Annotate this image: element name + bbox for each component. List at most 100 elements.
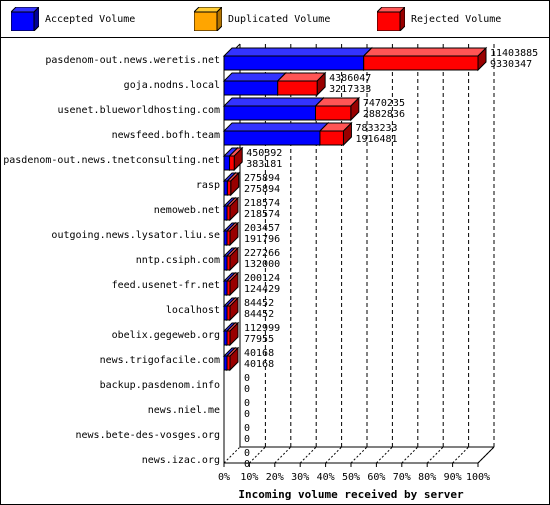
bar-accepted-top (222, 122, 330, 132)
floor-grid-line (299, 446, 317, 464)
category-label: backup.pasdenom.info (100, 380, 220, 391)
value-label-accepted: 7833233 (355, 123, 397, 134)
bar-accepted-front (223, 155, 231, 171)
category-label: obelix.gegeweb.org (112, 330, 220, 341)
floor-grid-line (426, 446, 444, 464)
x-tick-label: 20% (266, 472, 284, 483)
value-label-accepted: 7470235 (363, 98, 405, 109)
bar-accepted-front (223, 80, 279, 96)
x-axis-title: Incoming volume received by server (238, 488, 464, 501)
x-tick-label: 10% (240, 472, 258, 483)
value-label-rejected: 0 (244, 459, 250, 470)
floor-grid-line (325, 446, 342, 464)
value-label-rejected: 0 (244, 384, 250, 395)
bar-rejected-front (226, 330, 231, 346)
bar-accepted-front (223, 105, 317, 121)
category-label: news.bete-des-vosges.org (76, 430, 221, 441)
floor-grid-line (249, 446, 266, 464)
bar-accepted-top (222, 97, 325, 107)
value-label-accepted: 450392 (246, 148, 282, 159)
bar-accepted-front (223, 130, 321, 146)
category-label: localhost (166, 305, 220, 316)
value-label-rejected: 0 (244, 434, 250, 445)
legend-swatch-rejected (377, 7, 405, 31)
value-label-rejected: 77955 (244, 334, 274, 345)
legend-label-duplicated: Duplicated Volume (228, 14, 331, 25)
value-label-accepted: 200124 (244, 273, 280, 284)
legend: Accepted Volume Duplicated Volume Reject… (1, 1, 549, 38)
value-label-rejected: 40168 (244, 359, 274, 370)
category-label: goja.nodns.local (124, 80, 220, 91)
x-tick-label: 70% (393, 472, 411, 483)
value-label-accepted: 112999 (244, 323, 280, 334)
category-label: pasdenom-out.news.weretis.net (45, 55, 220, 66)
category-label: rasp (196, 180, 220, 191)
value-label-rejected: 132000 (244, 259, 280, 270)
category-label: pasdenom-out.news.tnetconsulting.net (3, 155, 220, 166)
category-label: news.niel.me (148, 405, 220, 416)
bar-rejected-front (226, 305, 231, 321)
floor-grid-line (350, 446, 368, 464)
value-label-accepted: 0 (244, 373, 250, 384)
bar-rejected-front (226, 355, 231, 371)
bar-accepted-top (222, 72, 287, 82)
x-tick-label: 80% (418, 472, 436, 483)
value-label-accepted: 0 (244, 448, 250, 459)
bar-accepted-top (222, 47, 373, 57)
value-label-accepted: 203457 (244, 223, 280, 234)
x-tick-label: 0% (218, 472, 230, 483)
category-label: nntp.csiph.com (136, 255, 220, 266)
value-label-rejected: 383181 (246, 159, 282, 170)
x-tick-label: 90% (444, 472, 462, 483)
category-label: news.trigofacile.com (100, 355, 220, 366)
value-label-accepted: 275894 (244, 173, 280, 184)
bar-rejected-front (226, 180, 232, 196)
x-tick-label: 60% (367, 472, 385, 483)
floor-grid-line (401, 446, 419, 464)
bar-rejected-front (226, 205, 231, 221)
value-label-rejected: 191796 (244, 234, 280, 245)
category-label: news.izac.org (142, 455, 220, 466)
value-label-accepted: 40168 (244, 348, 274, 359)
floor-grid-line (223, 446, 241, 464)
value-label-rejected: 2882836 (363, 109, 405, 120)
value-label-accepted: 0 (244, 423, 250, 434)
value-label-accepted: 4386047 (329, 73, 371, 84)
bar-rejected-front (277, 80, 318, 96)
x-tick-label: 30% (291, 472, 309, 483)
bar-rejected-front (315, 105, 352, 121)
category-label: nemoweb.net (154, 205, 220, 216)
category-label: usenet.blueworldhosting.com (57, 105, 220, 116)
floor-right-edge (477, 446, 495, 464)
legend-swatch-duplicated (194, 7, 222, 31)
category-label: newsfeed.bofh.team (112, 130, 220, 141)
value-label-rejected: 124429 (244, 284, 280, 295)
value-label-rejected: 84452 (244, 309, 274, 320)
value-label-rejected: 0 (244, 409, 250, 420)
bar-rejected-front (226, 230, 231, 246)
value-label-accepted: 218574 (244, 198, 280, 209)
value-label-rejected: 275894 (244, 184, 280, 195)
x-tick-label: 40% (317, 472, 335, 483)
value-label-rejected: 3217333 (329, 84, 371, 95)
bar-rejected-front (226, 255, 231, 271)
bar-rejected-top (362, 47, 488, 57)
legend-label-accepted: Accepted Volume (45, 14, 136, 25)
category-label: outgoing.news.lysator.liu.se (51, 230, 220, 241)
category-label: feed.usenet-fr.net (112, 280, 220, 291)
floor-grid-line (452, 446, 469, 464)
legend-swatch-accepted (11, 7, 39, 31)
legend-label-rejected: Rejected Volume (411, 14, 502, 25)
value-label-rejected: 1916481 (355, 134, 397, 145)
value-label-accepted: 11403885 (490, 48, 538, 59)
value-label-rejected: 9330347 (490, 59, 532, 70)
value-label-rejected: 218574 (244, 209, 280, 220)
value-label-accepted: 0 (244, 398, 250, 409)
value-label-accepted: 84452 (244, 298, 274, 309)
bar-rejected-front (363, 55, 479, 71)
floor-grid-line (376, 446, 393, 464)
x-tick-label: 50% (342, 472, 360, 483)
bar-rejected-front (226, 280, 231, 296)
